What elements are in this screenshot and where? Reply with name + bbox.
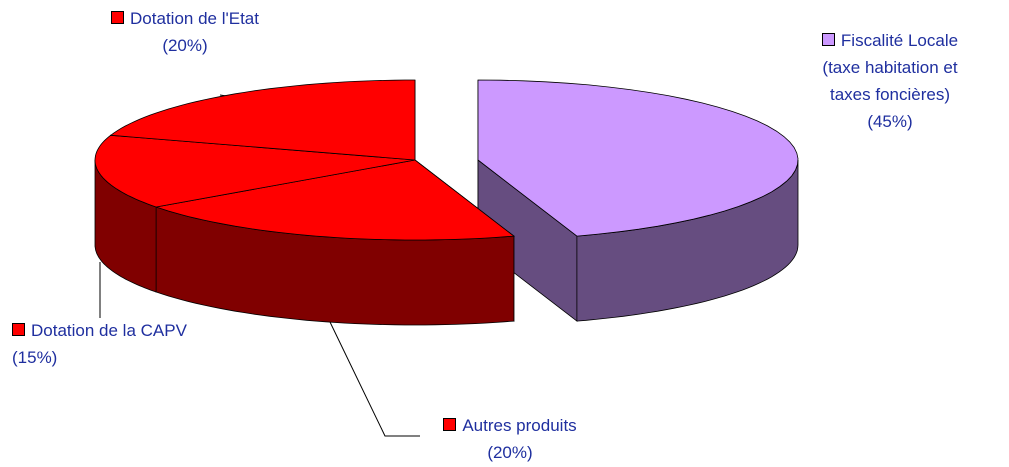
slice-label: Dotation de l'Etat (20%)	[70, 5, 300, 59]
slice	[155, 159, 515, 241]
category-label: Fiscalité Locale (taxe habitation et tax…	[822, 31, 959, 104]
category-label: Dotation de l'Etat	[130, 9, 259, 28]
value-label: (20%)	[162, 36, 208, 55]
label-wrap: Dotation de la CAPV (15%)	[12, 317, 187, 371]
slice	[94, 134, 416, 208]
leader-line	[329, 321, 420, 437]
value-label: (20%)	[487, 443, 533, 462]
slice	[109, 79, 416, 161]
legend-swatch	[111, 11, 125, 24]
legend-swatch	[821, 33, 835, 46]
slice-label: Fiscalité Locale (taxe habitation et tax…	[790, 27, 990, 135]
label-wrap: Autres produits (20%)	[405, 412, 615, 466]
slice-label: Autres produits (20%)	[405, 412, 615, 466]
slice-label: Dotation de la CAPV (15%)	[12, 317, 187, 371]
category-label: Dotation de la CAPV	[31, 321, 187, 340]
label-wrap: Fiscalité Locale (taxe habitation et tax…	[805, 27, 975, 135]
legend-swatch	[12, 323, 25, 336]
label-wrap: Dotation de l'Etat (20%)	[70, 5, 300, 59]
slice	[477, 79, 799, 237]
value-label: (15%)	[12, 348, 58, 367]
legend-swatch	[443, 418, 457, 431]
value-label: (45%)	[867, 112, 913, 131]
category-label: Autres produits	[462, 416, 577, 435]
